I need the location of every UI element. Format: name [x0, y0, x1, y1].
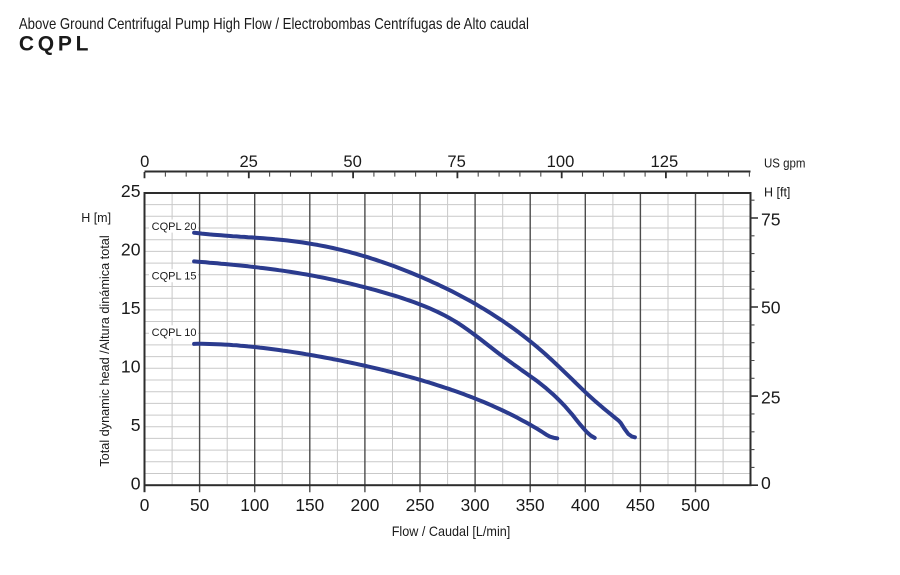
svg-text:25: 25: [239, 152, 257, 171]
svg-text:H [m]: H [m]: [81, 211, 111, 225]
svg-text:Flow / Caudal [L/min]: Flow / Caudal [L/min]: [392, 524, 511, 539]
svg-text:5: 5: [131, 415, 141, 435]
svg-text:450: 450: [626, 495, 655, 515]
svg-text:CQPL 20: CQPL 20: [152, 221, 197, 233]
svg-text:250: 250: [406, 495, 435, 515]
svg-text:75: 75: [761, 209, 781, 229]
svg-text:150: 150: [295, 495, 324, 515]
svg-text:125: 125: [651, 152, 679, 171]
svg-text:50: 50: [190, 495, 209, 515]
svg-text:0: 0: [140, 152, 149, 171]
svg-text:CQPL: CQPL: [19, 33, 89, 56]
svg-text:50: 50: [761, 298, 781, 318]
svg-text:25: 25: [121, 181, 141, 201]
svg-text:Above Ground Centrifugal Pump: Above Ground Centrifugal Pump High Flow …: [19, 16, 529, 33]
svg-text:10: 10: [121, 357, 141, 377]
svg-text:0: 0: [140, 495, 150, 515]
svg-text:500: 500: [681, 495, 710, 515]
svg-text:50: 50: [343, 152, 361, 171]
svg-text:400: 400: [571, 495, 600, 515]
svg-text:CQPL 15: CQPL 15: [152, 271, 197, 283]
svg-text:75: 75: [447, 152, 465, 171]
svg-text:20: 20: [121, 240, 141, 260]
svg-text:300: 300: [461, 495, 490, 515]
svg-text:0: 0: [761, 473, 771, 493]
svg-text:CQPL 10: CQPL 10: [152, 327, 197, 339]
svg-text:100: 100: [240, 495, 269, 515]
svg-text:US gpm: US gpm: [764, 156, 806, 170]
svg-text:0: 0: [131, 473, 141, 493]
svg-text:200: 200: [350, 495, 379, 515]
svg-text:H [ft]: H [ft]: [764, 185, 790, 199]
svg-text:100: 100: [547, 152, 575, 171]
svg-text:350: 350: [516, 495, 545, 515]
svg-text:Total dynamic head /Altura din: Total dynamic head /Altura dinámica tota…: [98, 235, 112, 466]
svg-text:25: 25: [761, 387, 781, 407]
svg-text:15: 15: [121, 298, 141, 318]
